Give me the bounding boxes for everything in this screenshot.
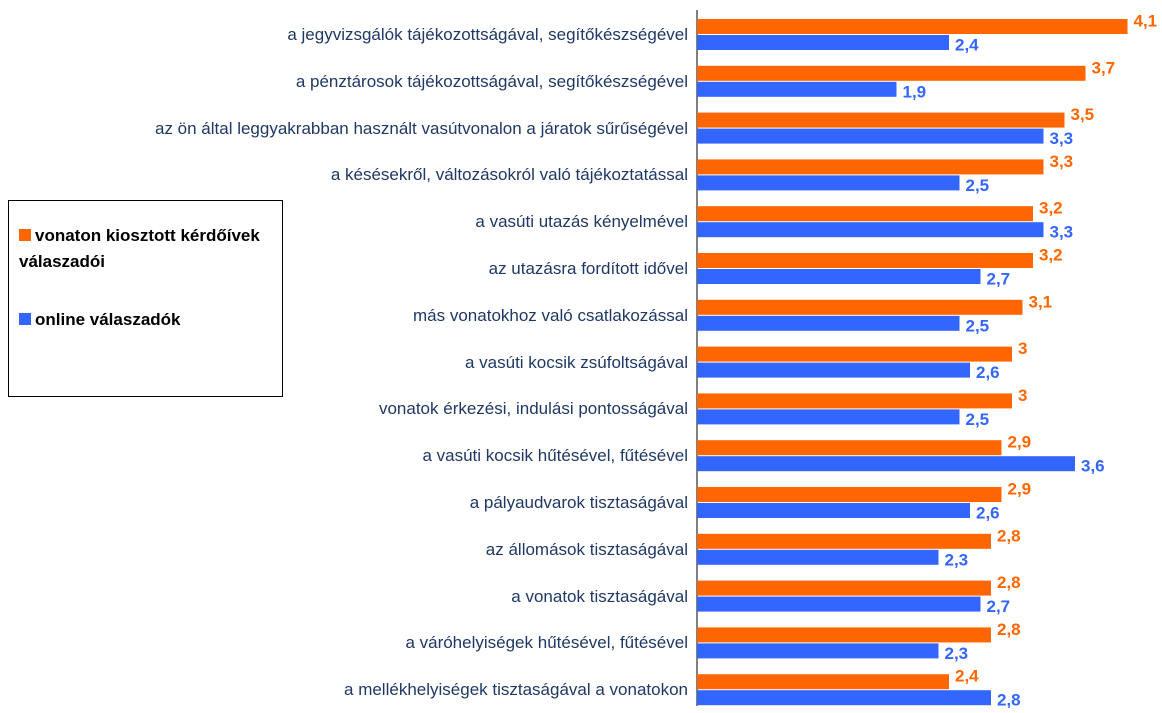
bar: [697, 627, 991, 643]
value-label: 3: [1018, 386, 1027, 405]
value-label: 3,3: [1050, 223, 1074, 242]
legend-label: vonaton kiosztott kérdőívek válaszadói: [19, 226, 260, 271]
value-label: 2,3: [945, 644, 969, 663]
bar: [697, 643, 939, 659]
category-label: a vonatok tisztaságával: [511, 586, 688, 606]
legend-swatch: [19, 313, 31, 325]
bar: [697, 81, 897, 97]
legend-entry: online válaszadók: [19, 307, 282, 333]
value-label: 4,1: [1134, 11, 1158, 30]
value-label: 2,6: [976, 363, 1000, 382]
category-label: a pályaudvarok tisztaságával: [469, 493, 688, 512]
bar: [697, 346, 1012, 362]
bar: [697, 175, 960, 191]
value-label: 3,3: [1050, 129, 1074, 148]
bar: [697, 299, 1023, 315]
bar: [697, 253, 1033, 268]
bar: [697, 674, 949, 690]
category-label: a vasúti kocsik zsúfoltságával: [465, 352, 688, 372]
value-label: 2,9: [1008, 479, 1032, 498]
bar: [697, 315, 960, 331]
legend-entry: vonaton kiosztott kérdőívek válaszadói: [19, 223, 282, 275]
value-label: 3,3: [1050, 152, 1074, 171]
category-label: az utazásra fordított idővel: [488, 259, 688, 278]
category-label: vonatok érkezési, indulási pontosságával: [378, 399, 688, 419]
value-label: 2,3: [945, 550, 969, 569]
value-label: 2,8: [997, 573, 1021, 592]
value-label: 2,7: [987, 597, 1011, 616]
bar: [697, 112, 1065, 128]
category-label: az ön által leggyakrabban használt vasút…: [154, 118, 688, 138]
category-label: a késésekről, változásokról való tájékoz…: [330, 165, 688, 185]
bar: [697, 222, 1044, 238]
value-label: 2,8: [997, 526, 1021, 545]
value-label: 3,2: [1039, 245, 1063, 264]
category-label: a vasúti utazás kényelmével: [475, 212, 688, 232]
category-label: a jegyvizsgálók tájékozottságával, segít…: [287, 25, 688, 44]
bar: [697, 128, 1044, 144]
bar: [697, 19, 1128, 34]
value-label: 3,1: [1029, 292, 1053, 311]
category-label: a mellékhelyiségek tisztaságával a vonat…: [344, 680, 688, 700]
value-label: 2,4: [955, 667, 979, 686]
value-label: 2,4: [955, 35, 979, 54]
legend: vonaton kiosztott kérdőívek válaszadói on…: [8, 200, 283, 397]
value-label: 3,6: [1081, 457, 1105, 476]
bar: [697, 206, 1033, 222]
value-label: 3: [1018, 339, 1027, 358]
bar: [697, 393, 1012, 409]
bar: [697, 65, 1086, 81]
category-label: a váróhelyiségek hűtésével, fűtésével: [405, 633, 688, 653]
bar: [697, 487, 1002, 502]
bar: [697, 690, 991, 706]
value-label: 2,5: [966, 410, 990, 429]
category-label: a pénztárosok tájékozottságával, segítők…: [295, 71, 688, 91]
value-label: 2,9: [1008, 433, 1032, 452]
category-label: az állomások tisztaságával: [485, 539, 688, 559]
bar: [697, 580, 991, 596]
bar: [697, 503, 970, 518]
legend-label: online válaszadók: [35, 310, 181, 329]
bar: [697, 533, 991, 549]
value-label: 3,2: [1039, 199, 1063, 218]
bar: [697, 440, 1002, 456]
legend-swatch: [19, 229, 31, 241]
bar: [697, 549, 939, 565]
bar: [697, 35, 949, 50]
value-label: 2,8: [997, 620, 1021, 639]
value-label: 3,7: [1092, 58, 1116, 77]
value-label: 2,5: [966, 316, 990, 335]
category-label: más vonatokhoz való csatlakozással: [413, 305, 688, 325]
bar: [697, 269, 981, 284]
value-label: 2,7: [987, 269, 1011, 288]
value-label: 2,5: [966, 176, 990, 195]
bar: [697, 159, 1044, 175]
category-label: a vasúti kocsik hűtésével, fűtésével: [422, 446, 688, 466]
bar: [697, 409, 960, 425]
value-label: 1,9: [903, 82, 927, 101]
value-label: 2,6: [976, 503, 1000, 522]
value-label: 2,8: [997, 691, 1021, 710]
bar: [697, 456, 1075, 472]
value-label: 3,5: [1071, 105, 1095, 124]
bar: [697, 596, 981, 612]
bar: [697, 362, 970, 378]
